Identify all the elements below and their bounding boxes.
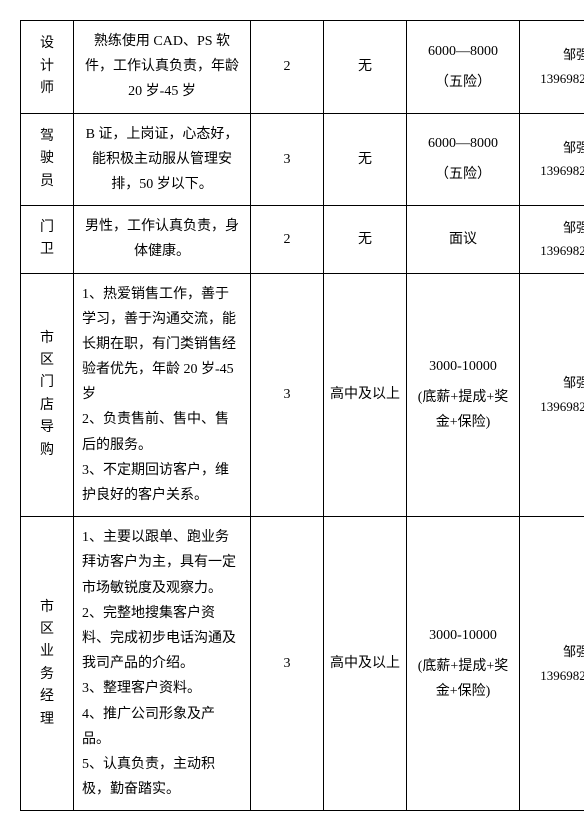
- contact-cell: 邹强13969827688: [520, 206, 584, 273]
- table-row: 设计师熟练使用 CAD、PS 软件，工作认真负责，年龄 20 岁-45 岁2无6…: [21, 21, 584, 114]
- contact-name: 邹强: [526, 640, 584, 663]
- position-cell: 门卫: [21, 206, 74, 273]
- contact-name: 邹强: [526, 371, 584, 394]
- table-row: 门卫男性，工作认真负责，身体健康。2无面议邹强13969827688: [21, 206, 584, 273]
- contact-phone: 13969827688: [526, 395, 584, 418]
- salary-line1: 3000-10000: [413, 354, 513, 379]
- education-cell: 无: [324, 206, 407, 273]
- salary-cell: 3000-10000 (底薪+提成+奖金+保险): [407, 517, 520, 811]
- job-table: 设计师熟练使用 CAD、PS 软件，工作认真负责，年龄 20 岁-45 岁2无6…: [20, 20, 584, 811]
- salary-line1: 3000-10000: [413, 623, 513, 648]
- contact-name: 邹强: [526, 136, 584, 159]
- position-cell: 市区门店导购: [21, 273, 74, 517]
- requirement-cell: B 证，上岗证，心态好，能积极主动服从管理安排，50 岁以下。: [74, 113, 251, 206]
- requirement-cell: 1、热爱销售工作，善于学习，善于沟通交流，能长期在职，有门类销售经验者优先，年龄…: [74, 273, 251, 517]
- contact-cell: 邹强13969827688: [520, 21, 584, 114]
- table-row: 驾驶员B 证，上岗证，心态好，能积极主动服从管理安排，50 岁以下。3无6000…: [21, 113, 584, 206]
- salary-line2: (底薪+提成+奖金+保险): [413, 385, 513, 435]
- count-cell: 3: [251, 113, 324, 206]
- salary-line1: 面议: [413, 227, 513, 252]
- contact-cell: 邹强13969827688: [520, 273, 584, 517]
- salary-line1: 6000—8000: [413, 39, 513, 64]
- salary-line1: 6000—8000: [413, 131, 513, 156]
- requirement-cell: 熟练使用 CAD、PS 软件，工作认真负责，年龄 20 岁-45 岁: [74, 21, 251, 114]
- contact-name: 邹强: [526, 216, 584, 239]
- salary-cell: 3000-10000 (底薪+提成+奖金+保险): [407, 273, 520, 517]
- table-row: 市区业务经理1、主要以跟单、跑业务拜访客户为主，具有一定市场敏锐度及观察力。2、…: [21, 517, 584, 811]
- position-cell: 驾驶员: [21, 113, 74, 206]
- position-cell: 设计师: [21, 21, 74, 114]
- contact-phone: 13969827688: [526, 159, 584, 182]
- count-cell: 2: [251, 206, 324, 273]
- requirement-cell: 男性，工作认真负责，身体健康。: [74, 206, 251, 273]
- salary-line2: （五险）: [413, 162, 513, 187]
- contact-phone: 13969827688: [526, 664, 584, 687]
- education-cell: 高中及以上: [324, 273, 407, 517]
- requirement-cell: 1、主要以跟单、跑业务拜访客户为主，具有一定市场敏锐度及观察力。2、完整地搜集客…: [74, 517, 251, 811]
- contact-name: 邹强: [526, 43, 584, 66]
- education-cell: 高中及以上: [324, 517, 407, 811]
- salary-cell: 6000—8000 （五险）: [407, 21, 520, 114]
- salary-cell: 面议: [407, 206, 520, 273]
- contact-cell: 邹强13969827688: [520, 517, 584, 811]
- contact-cell: 邹强13969827688: [520, 113, 584, 206]
- contact-phone: 13969827688: [526, 239, 584, 262]
- education-cell: 无: [324, 21, 407, 114]
- salary-line2: (底薪+提成+奖金+保险): [413, 654, 513, 704]
- job-table-body: 设计师熟练使用 CAD、PS 软件，工作认真负责，年龄 20 岁-45 岁2无6…: [21, 21, 584, 811]
- education-cell: 无: [324, 113, 407, 206]
- salary-cell: 6000—8000 （五险）: [407, 113, 520, 206]
- salary-line2: （五险）: [413, 70, 513, 95]
- contact-phone: 13969827688: [526, 67, 584, 90]
- count-cell: 3: [251, 517, 324, 811]
- table-row: 市区门店导购1、热爱销售工作，善于学习，善于沟通交流，能长期在职，有门类销售经验…: [21, 273, 584, 517]
- position-cell: 市区业务经理: [21, 517, 74, 811]
- count-cell: 3: [251, 273, 324, 517]
- count-cell: 2: [251, 21, 324, 114]
